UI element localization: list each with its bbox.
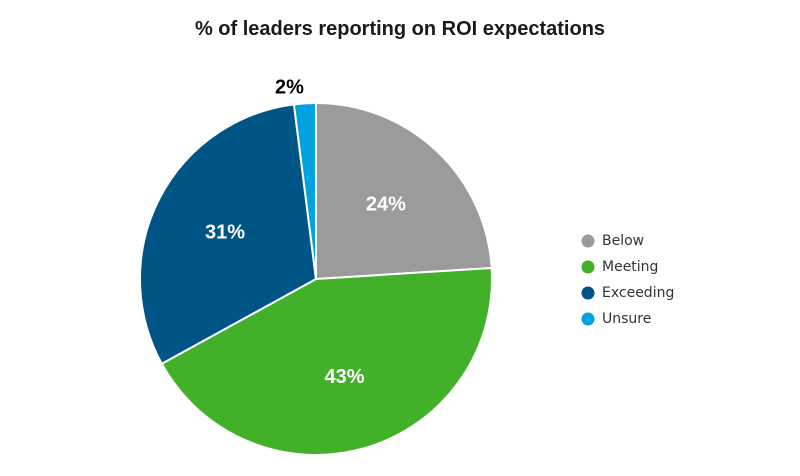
pie-slice-unsure <box>292 102 317 280</box>
legend-marker-unsure <box>581 312 595 326</box>
legend-label-unsure: Unsure <box>602 311 651 327</box>
pie-slice-exceeding <box>139 103 317 365</box>
pie-slice-below <box>315 102 493 280</box>
slice-label-unsure: 2% <box>275 76 304 98</box>
legend-label-exceeding: Exceeding <box>602 285 674 301</box>
legend-label-below: Below <box>602 233 644 249</box>
legend: Below Meeting Exceeding Unsure <box>581 233 674 327</box>
legend-marker-meeting <box>581 260 595 274</box>
chart-title: % of leaders reporting on ROI expectatio… <box>194 18 606 40</box>
legend-marker-exceeding <box>581 286 595 300</box>
pie-slices <box>139 102 493 456</box>
pie-slice-meeting <box>160 266 493 456</box>
legend-marker-below <box>581 234 595 248</box>
slice-label-exceeding: 31% <box>205 222 245 244</box>
pie-labels: 24% 43% 31% 2% <box>205 76 406 388</box>
slice-label-meeting: 43% <box>324 366 364 388</box>
legend-label-meeting: Meeting <box>602 259 658 275</box>
slice-label-below: 24% <box>366 194 406 216</box>
